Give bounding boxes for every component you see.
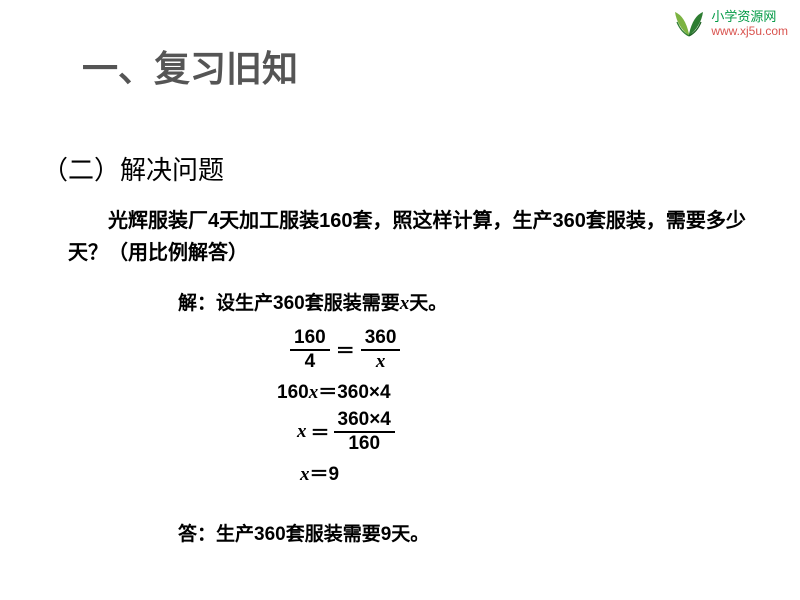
logo-url: www.xj5u.com [711,25,788,38]
equation-cross-multiply: 160x＝360×4 [277,377,391,404]
assume-suffix: 天。 [409,293,447,314]
equals-sign: ＝ [311,418,330,445]
result-value: 9 [329,464,340,485]
answer-line: 答：生产360套服装需要9天。 [178,519,429,546]
assumption-line: 解：设生产360套服装需要x天。 [178,288,447,315]
leaf-icon [671,8,707,40]
variable-x: x [300,464,310,485]
frac-den: 4 [301,351,320,372]
equation-result: x＝9 [300,459,339,486]
variable-x: x [400,293,410,314]
fraction-left: 160 4 [290,328,330,372]
variable-x: x [372,351,390,372]
problem-statement: 光辉服装厂4天加工服装160套，照这样计算，生产360套服装，需要多少天？（用比… [68,205,748,269]
section-title: （二）解决问题 [42,150,224,187]
equation-solve-x: x＝ 360×4 160 [297,410,395,454]
main-title: 一、复习旧知 [82,40,298,92]
frac-num: 360×4 [334,410,395,433]
equation-proportion: 160 4 ＝ 360 x [290,328,400,372]
equals-sign: ＝ [336,336,355,363]
site-logo: 小学资源网 www.xj5u.com [671,8,788,40]
frac-den: 160 [344,433,384,454]
lhs-coef: 160 [277,382,309,403]
equals-sign: ＝ [310,464,329,485]
fraction-right: 360 x [361,328,401,372]
frac-num: 160 [290,328,330,351]
assume-prefix: 解：设生产360套服装需要 [178,293,400,314]
variable-x: x [297,421,307,443]
frac-num: 360 [361,328,401,351]
variable-x: x [309,382,319,403]
logo-title: 小学资源网 [711,10,788,24]
equals-sign: ＝ [318,382,337,403]
rhs: 360×4 [337,382,390,403]
logo-text: 小学资源网 www.xj5u.com [711,10,788,37]
fraction: 360×4 160 [334,410,395,454]
